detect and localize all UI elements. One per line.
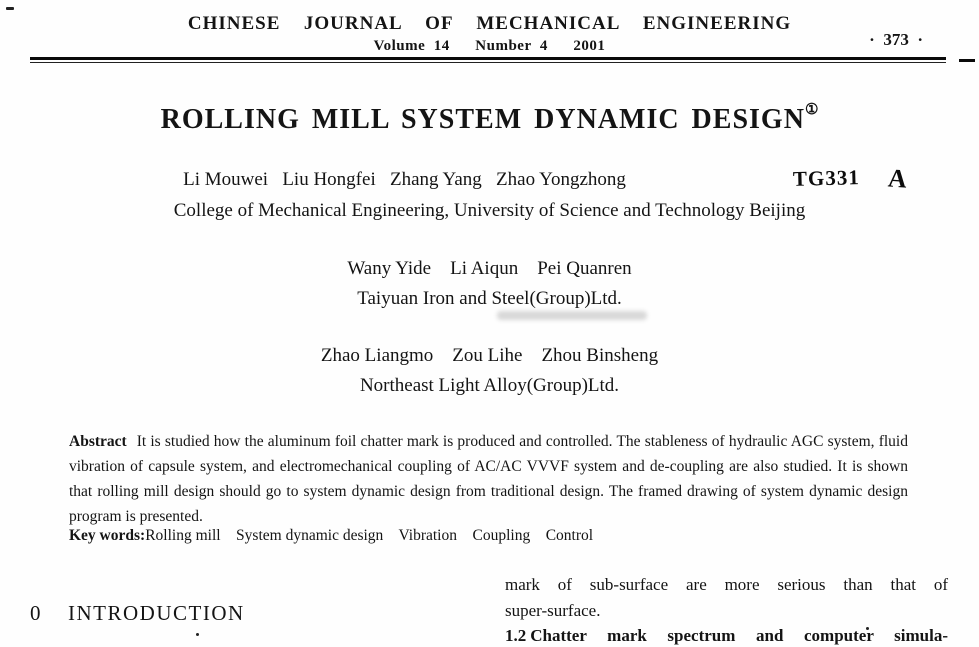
scan-speck [866,627,869,630]
subsection-heading: 1.2 Chatter mark spectrum and computer si… [505,623,948,647]
keywords-line: Key words:Rolling mill System dynamic de… [69,527,908,545]
section-number: 0 [30,601,42,625]
right-column: mark of sub-surface are more serious tha… [505,572,948,647]
keywords-label: Key words: [69,527,146,544]
title-footnote-mark: ① [804,102,819,118]
scan-speck [196,633,199,636]
affiliation-group2: Taiyuan Iron and Steel(Group)Ltd. [357,288,622,309]
author-line-group2: Wany Yide Li Aiqun Pei Quanren [347,258,632,279]
scan-speck [6,7,14,10]
affiliation-group3: Northeast Light Alloy(Group)Ltd. [359,375,620,396]
keywords-text: Rolling mill System dynamic design Vibra… [145,527,594,544]
author-line-group3: Zhao Liangmo Zou Lihe Zhou Binsheng [320,345,659,366]
abstract-label: Abstract [69,433,127,450]
paper-title-text: ROLLING MILL SYSTEM DYNAMIC DESIGN [160,104,805,135]
subsection-number: 1.2 [505,626,527,645]
author-line-group1: Li Mouwei Liu Hongfei Zhang Yang Zhao Yo… [183,169,626,190]
section-heading-introduction: 0 INTRODUCTION [30,601,245,626]
page-number: · 373 · [869,30,923,49]
handwritten-classification-code: TG331 [792,165,861,191]
header-divider-dash [959,59,975,62]
header-divider-rule [30,57,946,63]
right-column-line: mark of sub-surface are more serious tha… [505,575,948,594]
scan-smudge [497,311,647,320]
abstract-paragraph: Abstract It is studied how the aluminum f… [69,429,908,529]
right-column-line: super-surface. [505,600,601,620]
subsection-title: Chatter mark spectrum and computer simul… [530,626,948,645]
volume-issue-line: Volume 14 Number 4 2001 [373,38,606,54]
section-title: INTRODUCTION [68,601,245,625]
affiliation-group1: College of Mechanical Engineering, Unive… [173,200,806,221]
paper-title: ROLLING MILL SYSTEM DYNAMIC DESIGN① [0,100,979,136]
journal-title: CHINESE JOURNAL OF MECHANICAL ENGINEERIN… [187,13,792,34]
handwritten-grade-mark: A [887,163,908,194]
abstract-text: It is studied how the aluminum foil chat… [69,433,908,525]
